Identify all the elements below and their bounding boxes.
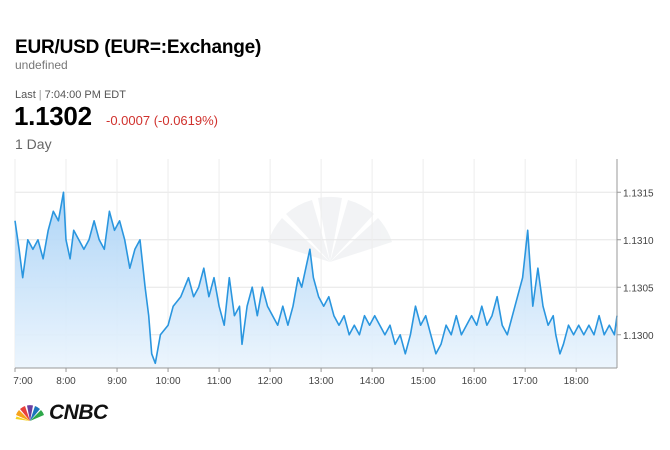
price-area — [15, 192, 617, 368]
last-updated: Last | 7:04:00 PM EDT — [15, 89, 126, 101]
price-line — [14, 191, 618, 365]
x-tick-label: 15:00 — [411, 376, 436, 387]
x-tick-label: 17:00 — [513, 376, 538, 387]
peacock-watermark-icon — [268, 196, 392, 262]
x-tick-label: 8:00 — [56, 376, 76, 387]
price-change: -0.0007 (-0.0619%) — [106, 113, 219, 128]
cnbc-peacock-icon — [15, 405, 44, 421]
x-tick-label: 12:00 — [258, 376, 283, 387]
subtitle: undefined — [15, 58, 68, 72]
x-tick-label: 16:00 — [462, 376, 487, 387]
brand-name: CNBC — [49, 401, 108, 424]
x-tick-label: 10:00 — [156, 376, 181, 387]
x-tick-label: 13:00 — [309, 376, 334, 387]
x-tick-label: 11:00 — [207, 376, 232, 387]
y-tick-label: 1.1315 — [623, 188, 654, 199]
last-time: 7:04:00 PM EDT — [44, 89, 126, 101]
time-range: 1 Day — [15, 136, 52, 152]
last-label: Last — [15, 89, 36, 101]
separator: | — [38, 89, 42, 101]
x-tick-label: 7:00 — [13, 376, 33, 387]
x-tick-label: 14:00 — [360, 376, 385, 387]
y-tick-label: 1.1305 — [623, 283, 654, 294]
x-tick-label: 9:00 — [107, 376, 127, 387]
last-price: 1.1302 — [14, 101, 92, 131]
y-axis: 1.1315 1.1310 1.1305 1.1300 — [617, 188, 654, 342]
y-tick-label: 1.1310 — [623, 236, 654, 247]
x-tick-label: 18:00 — [564, 376, 589, 387]
y-tick-label: 1.1300 — [623, 331, 654, 342]
page-title: EUR/USD (EUR=:Exchange) — [15, 37, 262, 58]
cnbc-logo: CNBC — [15, 401, 108, 425]
x-axis: 7:00 8:00 9:00 10:00 11:00 12:00 13:00 14:00 15:… — [13, 368, 589, 387]
